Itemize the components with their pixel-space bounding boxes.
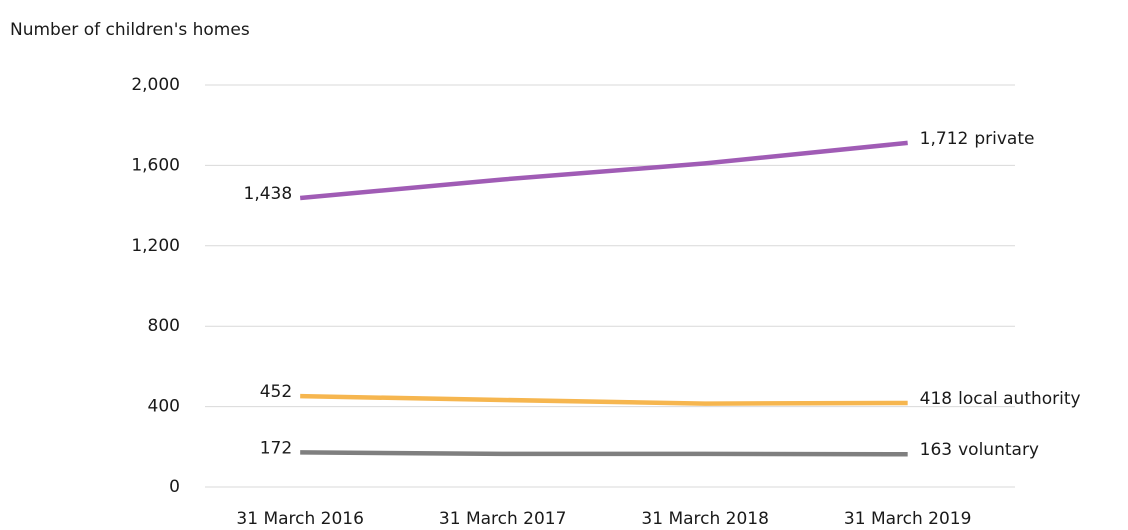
y-tick-label: 800 bbox=[148, 316, 180, 336]
y-tick-label: 2,000 bbox=[131, 75, 180, 95]
legend-label: local authority bbox=[958, 389, 1081, 409]
data-label: 452 bbox=[260, 382, 292, 402]
data-label: 1,712 bbox=[920, 129, 969, 149]
series-line bbox=[300, 450, 908, 457]
series-line bbox=[299, 140, 908, 201]
y-axis-title: Number of children's homes bbox=[10, 20, 250, 40]
legend-label: private bbox=[974, 129, 1034, 149]
y-tick-label: 1,600 bbox=[131, 155, 180, 175]
data-label: 418 bbox=[920, 389, 952, 409]
data-label: 1,438 bbox=[244, 184, 293, 204]
y-tick-label: 1,200 bbox=[131, 236, 180, 256]
y-tick-label: 400 bbox=[148, 397, 180, 417]
series-line bbox=[300, 393, 908, 406]
x-tick-label: 31 March 2016 bbox=[236, 509, 364, 526]
x-tick-label: 31 March 2017 bbox=[439, 509, 567, 526]
x-tick-label: 31 March 2019 bbox=[844, 509, 972, 526]
x-tick-label: 31 March 2018 bbox=[641, 509, 769, 526]
legend-label: voluntary bbox=[958, 440, 1039, 460]
data-label: 163 bbox=[920, 440, 952, 460]
data-label: 172 bbox=[260, 438, 292, 458]
y-tick-label: 0 bbox=[169, 477, 180, 497]
